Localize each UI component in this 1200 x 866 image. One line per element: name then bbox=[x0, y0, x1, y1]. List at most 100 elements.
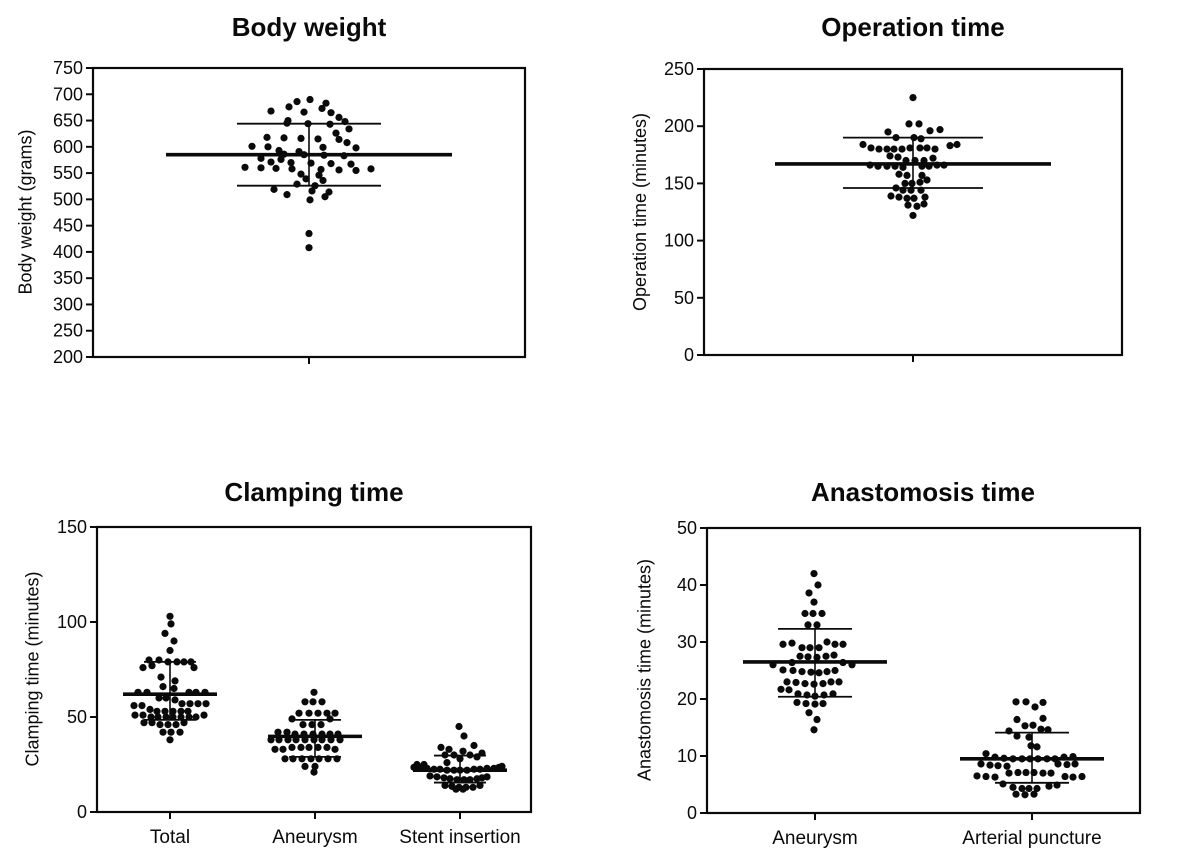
scatter-plot-body-weight: 750 700 650 600 550 500 450 400 350 300 250 200 bbox=[53, 58, 527, 367]
y-tick-label: 400 bbox=[53, 242, 83, 262]
data-point bbox=[446, 775, 454, 783]
data-point bbox=[460, 732, 468, 740]
data-point bbox=[332, 129, 340, 137]
data-point bbox=[1033, 743, 1041, 751]
data-point bbox=[923, 176, 931, 184]
data-point bbox=[1025, 733, 1033, 741]
data-point bbox=[200, 711, 208, 719]
category-label: Stent insertion bbox=[399, 827, 520, 848]
data-point bbox=[315, 171, 323, 179]
data-point bbox=[148, 719, 156, 727]
data-point bbox=[455, 722, 463, 731]
data-point bbox=[1045, 782, 1053, 790]
data-point bbox=[476, 781, 484, 789]
data-point bbox=[283, 191, 291, 199]
data-point bbox=[814, 581, 822, 589]
data-point bbox=[805, 589, 813, 597]
data-point bbox=[347, 160, 355, 168]
data-point bbox=[272, 164, 280, 172]
data-point bbox=[798, 668, 806, 676]
data-point bbox=[131, 711, 139, 719]
data-point bbox=[327, 160, 335, 168]
data-point bbox=[1037, 725, 1045, 733]
data-point bbox=[264, 143, 272, 151]
data-point bbox=[177, 707, 185, 715]
data-point bbox=[1021, 791, 1029, 799]
y-tick-label: 100 bbox=[57, 612, 87, 632]
data-point bbox=[1069, 773, 1077, 781]
data-point bbox=[809, 609, 817, 618]
data-point bbox=[177, 713, 185, 721]
data-point bbox=[926, 127, 934, 135]
data-point bbox=[352, 144, 360, 152]
data-point bbox=[288, 743, 296, 751]
data-point bbox=[322, 99, 330, 107]
data-point bbox=[898, 145, 906, 153]
data-point bbox=[443, 759, 451, 767]
data-point bbox=[437, 743, 445, 751]
plot-frame bbox=[91, 66, 527, 359]
data-point bbox=[241, 163, 249, 171]
data-point bbox=[905, 120, 913, 128]
data-point bbox=[1012, 698, 1020, 706]
data-point bbox=[331, 709, 339, 717]
data-point bbox=[159, 728, 167, 736]
data-point bbox=[470, 741, 478, 750]
data-point bbox=[176, 728, 184, 736]
data-point bbox=[460, 776, 468, 784]
data-point bbox=[319, 143, 327, 151]
y-tick-label: 100 bbox=[664, 231, 694, 251]
data-point bbox=[801, 609, 809, 618]
data-point bbox=[139, 711, 147, 719]
data-point bbox=[1005, 769, 1013, 777]
data-point bbox=[929, 154, 937, 162]
data-point bbox=[166, 646, 174, 655]
data-point bbox=[367, 165, 375, 173]
data-point bbox=[977, 760, 985, 768]
data-point bbox=[433, 773, 441, 781]
category-label: Total bbox=[150, 827, 190, 848]
data-point bbox=[1014, 768, 1022, 777]
data-point bbox=[184, 707, 192, 715]
chart-title-clamping-time: Clamping time bbox=[224, 477, 404, 507]
y-tick-label: 40 bbox=[677, 575, 697, 595]
y-tick-label: 700 bbox=[53, 84, 83, 104]
data-point bbox=[1013, 715, 1021, 724]
data-point bbox=[831, 666, 839, 675]
data-point bbox=[301, 762, 309, 770]
data-point bbox=[170, 684, 178, 693]
data-point bbox=[317, 165, 325, 174]
data-point bbox=[909, 211, 917, 220]
data-point bbox=[794, 690, 802, 698]
data-point bbox=[916, 178, 924, 186]
data-point bbox=[190, 664, 198, 672]
data-point bbox=[283, 728, 291, 736]
data-point bbox=[916, 144, 924, 152]
data-point bbox=[297, 134, 305, 143]
data-point bbox=[839, 640, 847, 648]
data-point bbox=[293, 98, 301, 106]
data-point bbox=[162, 713, 170, 721]
data-point bbox=[904, 201, 912, 209]
data-point bbox=[297, 743, 305, 751]
data-point bbox=[483, 773, 491, 781]
data-point bbox=[279, 745, 287, 753]
data-point bbox=[894, 153, 902, 161]
data-point bbox=[161, 707, 169, 715]
y-tick-label: 200 bbox=[664, 116, 694, 136]
data-point bbox=[1009, 783, 1017, 791]
scatter-plot-anastomosis-time: 50 40 30 20 10 0 Aneurysm Arterial puncture bbox=[677, 518, 1142, 849]
y-tick-label: 0 bbox=[77, 802, 87, 822]
data-point bbox=[792, 678, 800, 687]
y-tick-label: 300 bbox=[53, 294, 83, 314]
data-point bbox=[813, 621, 821, 629]
data-point bbox=[910, 194, 918, 202]
data-point bbox=[779, 666, 787, 674]
data-point bbox=[810, 680, 818, 688]
data-point bbox=[469, 783, 477, 791]
data-point bbox=[915, 120, 923, 128]
data-point bbox=[807, 668, 815, 676]
data-point bbox=[202, 700, 210, 708]
y-tick-label: 450 bbox=[53, 216, 83, 236]
